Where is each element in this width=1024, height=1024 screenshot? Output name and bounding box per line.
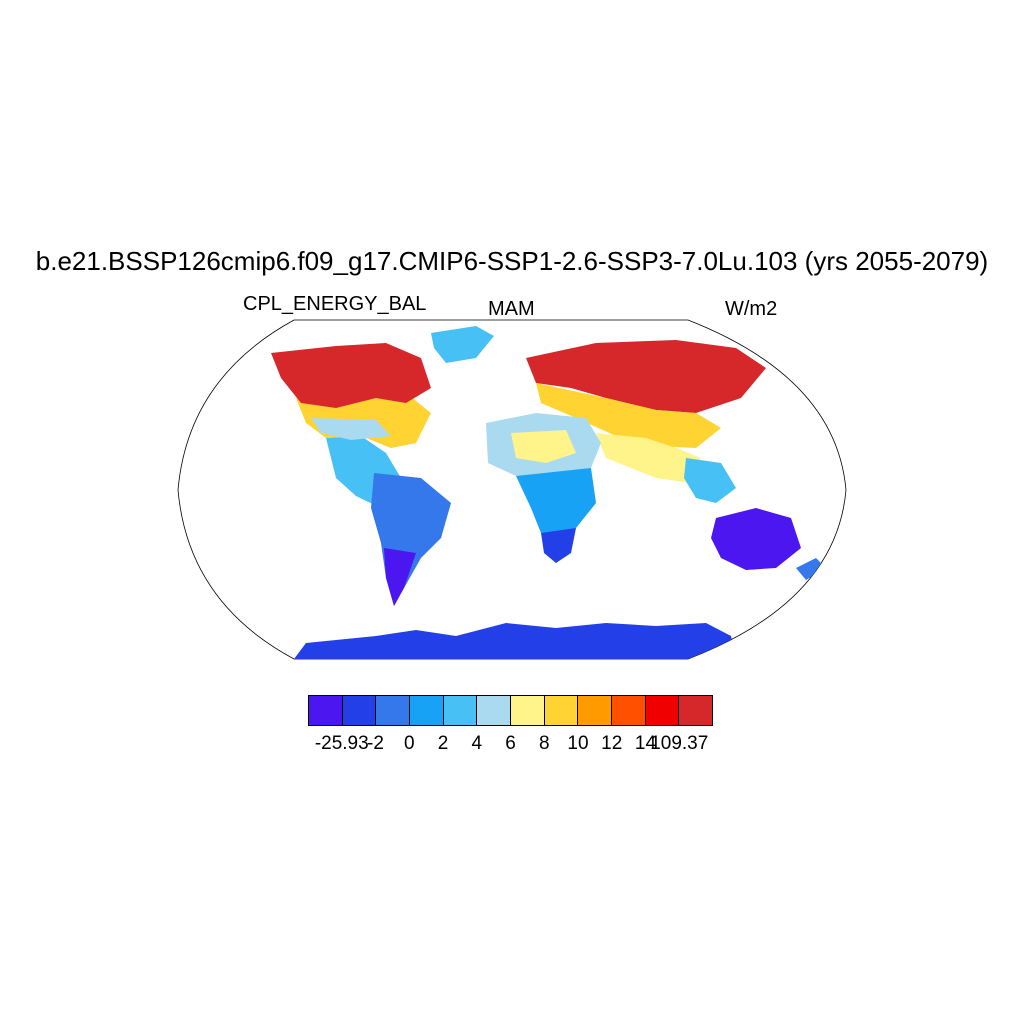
colorbar-box <box>410 696 444 725</box>
eurasia-warm <box>526 340 766 413</box>
colorbar-box <box>612 696 646 725</box>
colorbar-label: 6 <box>505 733 516 754</box>
colorbar-box <box>679 696 713 725</box>
north-america-warm <box>271 343 431 408</box>
central-asia-mid <box>536 383 721 448</box>
colorbar-label: -25.93 <box>314 733 369 754</box>
season-label: MAM <box>488 298 535 320</box>
new-zealand <box>796 558 826 580</box>
colorbar-label: 2 <box>437 733 449 754</box>
colorbar-box <box>477 696 512 725</box>
colorbar-box <box>376 696 411 725</box>
australia <box>711 508 801 570</box>
colorbar-box <box>544 696 579 725</box>
colorbar-box <box>645 696 680 725</box>
colorbar-label: 4 <box>471 733 483 754</box>
colorbar-box <box>511 696 545 725</box>
south-america-south <box>384 548 416 606</box>
colorbar-label: 12 <box>601 733 623 754</box>
north-america-light <box>311 418 391 440</box>
plot-title: b.e21.BSSP126cmip6.f09_g17.CMIP6-SSP1-2.… <box>35 246 989 276</box>
units-label: W/m2 <box>725 298 778 320</box>
south-asia <box>596 433 701 483</box>
colorbar-label: 14 <box>634 733 657 754</box>
southern-africa <box>541 528 576 563</box>
colorbar-label: -2 <box>367 733 384 754</box>
world-map <box>177 319 847 660</box>
colorbar <box>308 695 713 726</box>
colorbar-box <box>309 696 343 725</box>
sahara-warm <box>511 430 576 463</box>
greenland <box>431 326 494 363</box>
colorbar-label: 8 <box>538 733 550 754</box>
central-africa <box>516 468 596 543</box>
colorbar-box <box>578 696 613 725</box>
variable-label: CPL_ENERGY_BAL <box>243 293 427 315</box>
colorbar-box <box>342 696 377 725</box>
colorbar-labels: -25.93 -2 0 2 4 6 8 10 12 14 109.37 <box>0 733 1024 757</box>
colorbar-label: 0 <box>403 733 415 754</box>
colorbar-label: 10 <box>567 733 589 754</box>
colorbar-box <box>443 696 478 725</box>
southeast-asia <box>684 458 736 503</box>
colorbar-label: 109.37 <box>650 733 709 754</box>
antarctica <box>294 623 736 659</box>
